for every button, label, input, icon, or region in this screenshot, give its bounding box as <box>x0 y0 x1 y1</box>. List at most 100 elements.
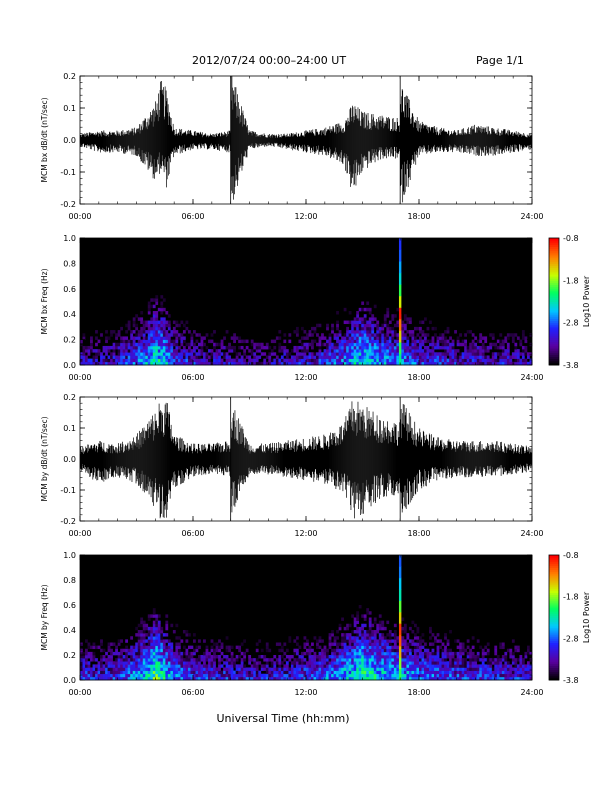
heatmap-cell <box>152 349 156 353</box>
heatmap-cell <box>283 651 287 656</box>
heatmap-cell <box>313 326 317 331</box>
heatmap-cell <box>396 336 400 340</box>
heatmap-cell <box>243 358 247 363</box>
heatmap-cell <box>316 358 319 363</box>
heatmap-cell <box>100 361 103 366</box>
heatmap-cell <box>298 358 302 363</box>
colorbar-swatch <box>549 278 559 281</box>
heatmap-cell <box>504 336 508 340</box>
y-axis-label: MCM bx Freq (Hz) <box>40 268 49 334</box>
heatmap-cell <box>180 658 184 662</box>
heatmap-cell <box>152 664 156 668</box>
heatmap-cell <box>205 658 209 662</box>
heatmap-cell <box>358 355 362 359</box>
heatmap-cell <box>160 307 164 312</box>
heatmap-cell <box>160 317 164 321</box>
heatmap-cell <box>258 342 262 347</box>
heatmap-cell <box>208 670 211 675</box>
heatmap-cell <box>82 355 86 359</box>
heatmap-cell <box>208 651 211 656</box>
heatmap-cell <box>162 358 166 363</box>
heatmap-cell <box>115 333 118 337</box>
heatmap-cell <box>90 361 93 366</box>
heatmap-cell <box>170 355 174 359</box>
heatmap-cell <box>228 670 231 675</box>
heatmap-cell <box>401 345 405 350</box>
heatmap-cell <box>451 339 455 344</box>
heatmap-cell <box>125 342 129 347</box>
heatmap-cell <box>295 352 299 356</box>
heatmap-cell <box>298 645 302 650</box>
heatmap-cell <box>288 339 292 344</box>
heatmap-cell <box>431 336 435 340</box>
heatmap-cell <box>351 352 355 356</box>
heatmap-cell <box>147 651 151 656</box>
heatmap-cell <box>401 352 405 356</box>
heatmap-cell <box>167 326 171 331</box>
heatmap-cell <box>132 658 136 662</box>
heatmap-cell <box>150 645 154 650</box>
heatmap-cell <box>519 342 523 347</box>
heatmap-cell <box>175 623 179 628</box>
heatmap-cell <box>165 342 169 347</box>
heatmap-cell <box>175 320 179 325</box>
heatmap-cell <box>238 358 242 363</box>
heatmap-cell <box>152 655 156 659</box>
heatmap-cell <box>514 349 518 353</box>
heatmap-cell <box>504 339 508 344</box>
heatmap-cell <box>519 358 523 363</box>
colorbar-swatch <box>549 257 559 260</box>
heatmap-cell <box>203 352 206 356</box>
heatmap-cell <box>295 358 299 363</box>
heatmap-cell <box>235 655 239 659</box>
heatmap-cell <box>288 667 292 671</box>
heatmap-cell <box>456 349 460 353</box>
heatmap-cell <box>125 651 129 656</box>
heatmap-cell <box>140 658 144 662</box>
heatmap-cell <box>323 358 327 363</box>
heatmap-cell <box>130 358 134 363</box>
heatmap-cell <box>132 323 136 328</box>
heatmap-cell <box>218 648 221 653</box>
heatmap-cell <box>300 342 304 347</box>
heatmap-cell <box>105 664 108 668</box>
heatmap-cell <box>509 355 513 359</box>
heatmap-cell <box>235 361 239 366</box>
heatmap-cell <box>157 336 161 340</box>
heatmap-cell <box>348 355 352 359</box>
heatmap-cell <box>85 651 88 656</box>
heatmap-cell <box>190 333 194 337</box>
heatmap-cell <box>112 358 116 363</box>
heatmap-cell <box>273 664 277 668</box>
heatmap-cell <box>464 333 468 337</box>
heatmap-cell <box>165 355 169 359</box>
heatmap-cell <box>316 667 319 671</box>
heatmap-cell <box>208 339 211 344</box>
y-tick-label: 0.8 <box>63 259 76 268</box>
heatmap-cell <box>413 326 417 331</box>
heatmap-cell <box>353 361 357 366</box>
heatmap-cell <box>92 645 96 650</box>
heatmap-cell <box>190 339 194 344</box>
heatmap-cell <box>391 361 395 366</box>
heatmap-cell <box>162 676 166 681</box>
heatmap-cell <box>100 655 103 659</box>
heatmap-cell <box>115 345 118 350</box>
heatmap-cell <box>220 673 224 678</box>
heatmap-cell <box>218 342 221 347</box>
heatmap-cell <box>298 355 302 359</box>
colorbar-swatch <box>549 297 559 300</box>
heatmap-cell <box>529 361 533 366</box>
heatmap-cell <box>326 345 329 350</box>
heatmap-cell <box>336 326 339 331</box>
colorbar-swatch <box>549 329 559 332</box>
heatmap-cell <box>152 317 156 321</box>
heatmap-cell <box>283 339 287 344</box>
heatmap-cell <box>142 355 146 359</box>
heatmap-cell <box>321 655 324 659</box>
heatmap-cell <box>295 636 299 640</box>
heatmap-cell <box>127 323 131 328</box>
heatmap-cell <box>82 349 86 353</box>
heatmap-cell <box>336 323 339 328</box>
